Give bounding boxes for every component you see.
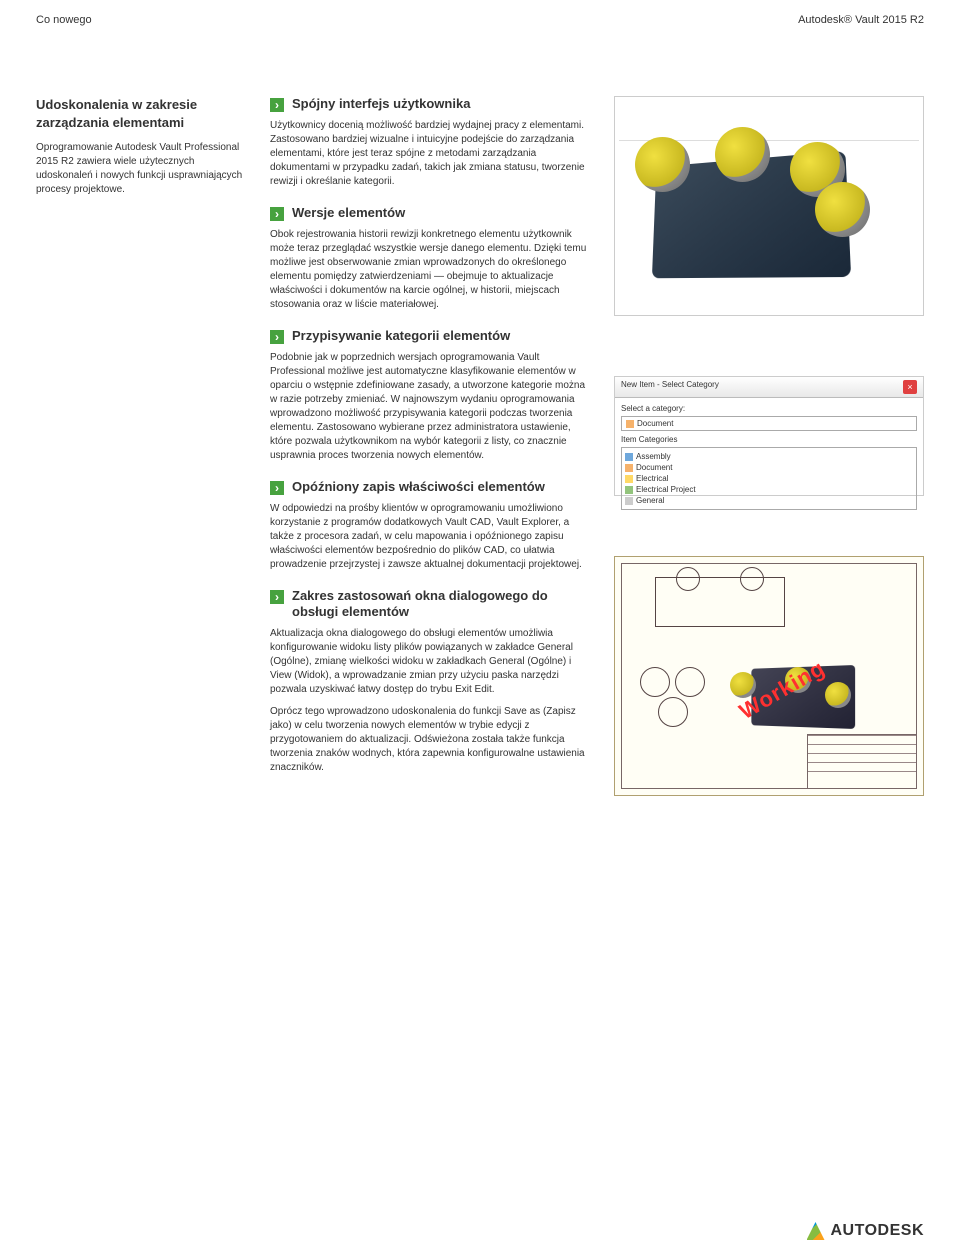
- drawing-titleblock: [807, 734, 917, 789]
- section-body-3: W odpowiedzi na prośby klientów w oprogr…: [270, 502, 590, 572]
- chevron-icon: [270, 330, 284, 344]
- section-3: Opóźniony zapis właściwości elementów W …: [270, 479, 590, 572]
- dialog-title: New Item - Select Category: [621, 380, 719, 394]
- footer-brand: AUTODESK: [831, 1222, 925, 1240]
- category-item-label: General: [636, 496, 664, 505]
- category-color-icon: [626, 420, 634, 428]
- chevron-icon: [270, 207, 284, 221]
- header-left: Co nowego: [36, 14, 92, 26]
- section-title-1: Wersje elementów: [292, 205, 405, 222]
- sidebar-body: Oprogramowanie Autodesk Vault Profession…: [36, 141, 246, 197]
- chevron-icon: [270, 98, 284, 112]
- chevron-icon: [270, 590, 284, 604]
- render-3d-preview: [614, 96, 924, 316]
- category-item[interactable]: Assembly: [625, 451, 913, 462]
- category-color-icon: [625, 464, 633, 472]
- header-right: Autodesk® Vault 2015 R2: [798, 14, 924, 26]
- section-body-2: Podobnie jak w poprzednich wersjach opro…: [270, 351, 590, 463]
- drawing-front-view: [640, 657, 710, 737]
- circle-icon: [640, 667, 670, 697]
- category-item[interactable]: Document: [625, 462, 913, 473]
- dialog-selected-field[interactable]: Document: [621, 416, 917, 431]
- category-color-icon: [625, 475, 633, 483]
- section-title-2: Przypisywanie kategorii elementów: [292, 328, 510, 345]
- technical-drawing: Working: [614, 556, 924, 796]
- close-icon[interactable]: ×: [903, 380, 917, 394]
- section-body-1: Obok rejestrowania historii rewizji konk…: [270, 228, 590, 312]
- category-item-label: Document: [636, 463, 672, 472]
- category-color-icon: [625, 453, 633, 461]
- section-title-0: Spójny interfejs użytkownika: [292, 96, 470, 113]
- image-column: New Item - Select Category × Select a ca…: [614, 96, 924, 796]
- section-title-3: Opóźniony zapis właściwości elementów: [292, 479, 545, 496]
- category-item[interactable]: General: [625, 495, 913, 506]
- category-color-icon: [625, 486, 633, 494]
- section-body-4: Aktualizacja okna dialogowego do obsługi…: [270, 627, 590, 697]
- wheel-icon: [815, 182, 870, 237]
- render-table-header: [619, 101, 919, 141]
- category-item[interactable]: Electrical Project: [625, 484, 913, 495]
- dialog-label: Select a category:: [621, 404, 917, 413]
- section-4: Zakres zastosowań okna dialogowego do ob…: [270, 588, 590, 776]
- category-color-icon: [625, 497, 633, 505]
- autodesk-logo: AUTODESK: [807, 1222, 925, 1240]
- category-dialog: New Item - Select Category × Select a ca…: [614, 376, 924, 496]
- sidebar-title: Udoskonalenia w zakresie zarządzania ele…: [36, 96, 246, 131]
- category-list: Assembly Document Electrical Electrical Pro…: [621, 447, 917, 510]
- category-item[interactable]: Electrical: [625, 473, 913, 484]
- category-item-label: Assembly: [636, 452, 671, 461]
- category-item-label: Electrical Project: [636, 485, 696, 494]
- autodesk-icon: [807, 1222, 825, 1240]
- dialog-selected: Document: [637, 419, 673, 428]
- chevron-icon: [270, 481, 284, 495]
- main-column: Spójny interfejs użytkownika Użytkownicy…: [270, 96, 590, 796]
- wheel-icon: [635, 137, 690, 192]
- section-1: Wersje elementów Obok rejestrowania hist…: [270, 205, 590, 312]
- circle-icon: [675, 667, 705, 697]
- section-0: Spójny interfejs użytkownika Użytkownicy…: [270, 96, 590, 189]
- wheel-icon: [825, 682, 851, 708]
- dialog-list-label: Item Categories: [621, 435, 917, 444]
- section-body-4b: Oprócz tego wprowadzono udoskonalenia do…: [270, 705, 590, 775]
- section-body-0: Użytkownicy docenią możliwość bardziej w…: [270, 119, 590, 189]
- section-title-4: Zakres zastosowań okna dialogowego do ob…: [292, 588, 590, 622]
- sidebar: Udoskonalenia w zakresie zarządzania ele…: [36, 96, 246, 796]
- category-item-label: Electrical: [636, 474, 668, 483]
- section-2: Przypisywanie kategorii elementów Podobn…: [270, 328, 590, 463]
- circle-icon: [658, 697, 688, 727]
- drawing-top-view: [655, 577, 785, 627]
- wheel-icon: [715, 127, 770, 182]
